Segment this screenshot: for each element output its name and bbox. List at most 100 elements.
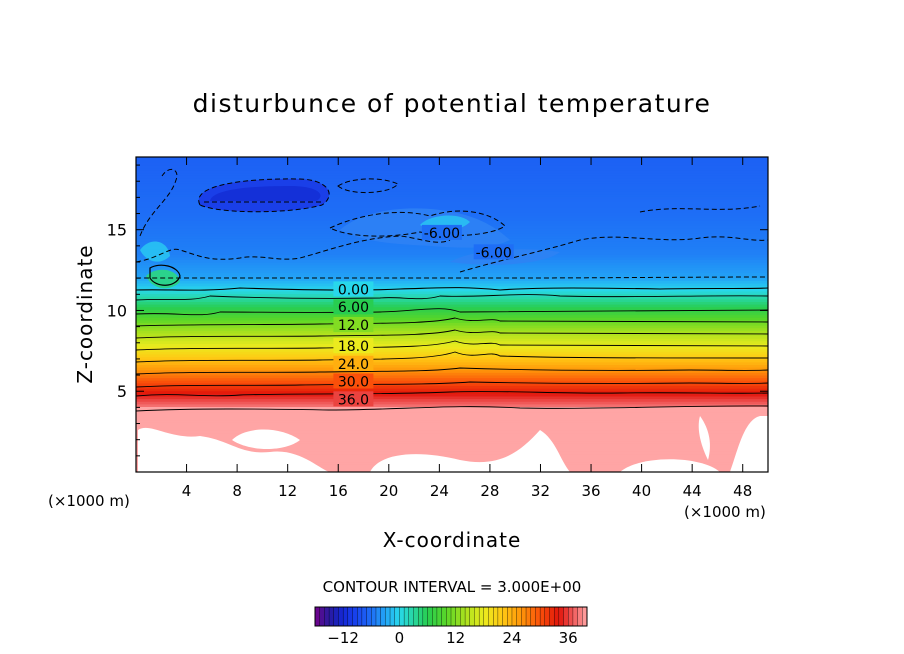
contour-label: 0.00 — [338, 283, 369, 299]
temperature-band — [136, 157, 768, 161]
temperature-band — [136, 356, 768, 360]
temperature-band — [136, 388, 768, 392]
colorbar-cell — [563, 606, 569, 627]
temperature-band — [136, 353, 768, 358]
temperature-band — [136, 364, 768, 368]
temperature-band — [136, 437, 768, 442]
temperature-band — [136, 343, 768, 347]
colorbar-cell — [511, 606, 518, 627]
temperature-band — [136, 262, 768, 266]
warm-surface-pocket — [138, 427, 330, 472]
temperature-band — [136, 277, 768, 281]
contour-label: -6.00 — [424, 226, 460, 242]
colorbar-cell — [455, 606, 461, 627]
colorbar-cell — [385, 606, 391, 627]
colorbar-cell — [389, 606, 396, 627]
colorbar-cell — [483, 606, 489, 627]
temperature-band — [136, 451, 768, 455]
colorbar-cell — [427, 606, 433, 627]
temperature-band — [136, 427, 768, 431]
x-tick-label: 48 — [733, 482, 752, 500]
temperature-band — [136, 183, 768, 187]
temperature-band — [136, 319, 768, 323]
contour-line — [136, 405, 768, 412]
temperature-band — [136, 332, 768, 337]
temperature-band — [136, 180, 768, 184]
contour-label-backdrop — [333, 281, 374, 297]
colorbar-cell — [558, 606, 565, 627]
contour-line — [136, 308, 768, 316]
temperature-band — [136, 178, 768, 182]
temperature-band — [136, 359, 768, 363]
temperature-band — [136, 301, 768, 305]
temperature-band — [136, 298, 768, 302]
y-axis-label: Z-coordinate — [73, 244, 97, 383]
x-tick-label: 44 — [683, 482, 702, 500]
contour-label-backdrop — [333, 391, 374, 407]
temperature-band — [136, 369, 768, 373]
contour-line — [136, 351, 768, 363]
colorbar-cell — [403, 606, 410, 627]
temperature-band — [136, 199, 768, 203]
colorbar-tick-label: −12 — [327, 629, 359, 647]
colorbar-cell — [319, 606, 325, 627]
colorbar-cell — [333, 606, 339, 627]
turbulent-cold-patch — [140, 241, 170, 262]
contour-line-negative — [459, 236, 768, 273]
colorbar-cell — [366, 606, 372, 627]
colorbar-cell — [357, 606, 363, 627]
temperature-band — [136, 296, 768, 300]
contour-labels: 0.006.00 12.0 18.0 24.0 30.036.0 -6.00 -6.00 — [333, 224, 514, 408]
x-unit-right: (×1000 m) — [684, 503, 766, 521]
temperature-band — [136, 185, 768, 190]
contour-label: 36.0 — [338, 392, 369, 408]
contour-line-negative — [337, 178, 399, 194]
y-tick-label: 15 — [107, 221, 127, 240]
temperature-band — [136, 380, 768, 384]
contour-line-negative — [139, 168, 178, 237]
colorbar-cell — [441, 606, 447, 627]
colorbar-frame — [314, 606, 588, 627]
temperature-band — [136, 440, 768, 444]
warm-surface-pocket — [620, 459, 720, 472]
colorbar-cell — [460, 606, 466, 627]
colorbar-cell — [408, 606, 414, 627]
contour-label-backdrop — [333, 317, 374, 332]
contour-line — [136, 390, 768, 397]
colorbar-cell — [549, 606, 555, 627]
temperature-band — [136, 269, 768, 274]
temperature-band — [136, 283, 768, 287]
colorbar-cell — [347, 606, 353, 627]
colorbar-cell — [521, 606, 527, 627]
temperature-band — [136, 254, 768, 258]
x-axis-label: X-coordinate — [383, 528, 522, 552]
contour-line-negative — [198, 178, 330, 213]
contour-line — [136, 287, 768, 291]
colorbar-cell — [380, 606, 386, 627]
temperature-band — [136, 406, 768, 410]
contour-label: 12.0 — [338, 318, 369, 334]
temperature-band — [136, 272, 768, 276]
temperature-band — [136, 311, 768, 316]
colorbar-cell — [432, 606, 438, 627]
y-axis: 5 10 15 — [107, 164, 768, 457]
contour-label-backdrop — [333, 373, 374, 389]
x-tick-label: 16 — [329, 482, 348, 500]
temperature-band — [136, 290, 768, 295]
temperature-band — [136, 398, 768, 402]
temperature-band — [136, 191, 768, 195]
colorbar-cell — [328, 606, 335, 627]
warm-surface-pocket — [232, 429, 300, 449]
colorbar-cell — [502, 606, 508, 627]
colorbar-cell — [474, 606, 480, 627]
warm-surface-pocket — [730, 416, 768, 472]
temperature-band — [136, 411, 768, 415]
contour-lines — [136, 168, 768, 412]
colorbar-tick-label: 36 — [559, 629, 578, 647]
contour-label: 6.00 — [338, 300, 369, 316]
temperature-band — [136, 377, 768, 381]
temperature-band — [136, 432, 768, 436]
temperature-band — [136, 348, 768, 352]
temperature-band — [136, 162, 768, 166]
temperature-band — [136, 206, 768, 211]
